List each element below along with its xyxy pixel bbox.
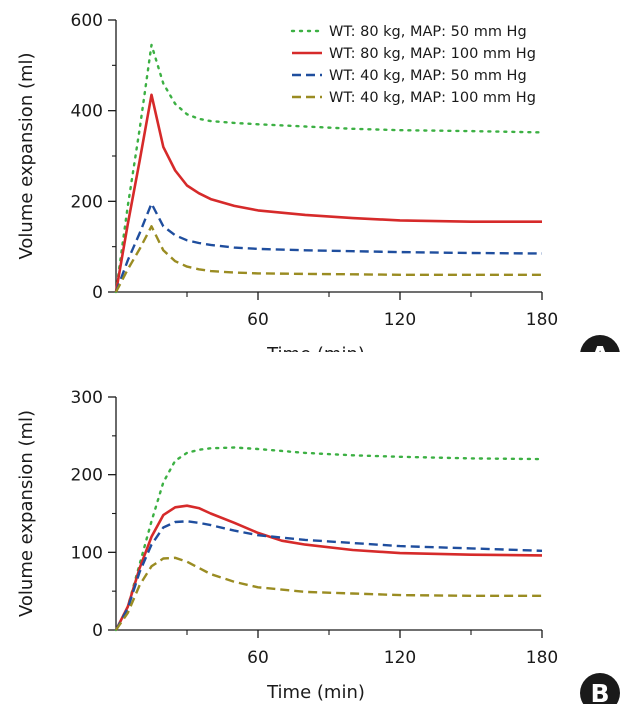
chart-1-x-tick-label: 180 bbox=[526, 648, 558, 668]
chart-1-y-tick-label: 100 bbox=[71, 543, 103, 563]
chart-1-y-tick-label: 200 bbox=[71, 466, 103, 486]
chart-0-x-tick-label: 60 bbox=[247, 310, 269, 330]
chart-1-y-tick-label: 0 bbox=[92, 621, 103, 641]
chart-0-y-tick-label: 400 bbox=[71, 102, 103, 122]
chart-0-legend-entry-2: WT: 40 kg, MAP: 50 mm Hg bbox=[329, 68, 527, 84]
chart-1-series-line-1 bbox=[114, 504, 543, 631]
chart-1-x-tick-label: 120 bbox=[384, 648, 416, 668]
chart-panel-a: 0 200 400 600 60 120 180 Time (min) Volume expan… bbox=[16, 11, 620, 352]
chart-0-legend-entry-0: WT: 80 kg, MAP: 50 mm Hg bbox=[329, 24, 527, 40]
chart-1-panel-label: B bbox=[590, 679, 609, 704]
chart-1-panel-badge bbox=[580, 673, 620, 704]
chart-1-series-line-0 bbox=[114, 446, 544, 632]
chart-1-y-axis-title: Volume expansion (ml) bbox=[16, 410, 37, 617]
chart-0-legend-entry-1: WT: 80 kg, MAP: 100 mm Hg bbox=[329, 46, 536, 62]
chart-0-legend-entry-3: WT: 40 kg, MAP: 100 mm Hg bbox=[329, 90, 536, 106]
chart-0-series-line-0 bbox=[114, 43, 544, 294]
chart-1-x-axis-title: Time (min) bbox=[266, 682, 365, 703]
chart-1-series-line-2 bbox=[114, 520, 543, 631]
chart-1-series-line-3 bbox=[115, 556, 542, 631]
chart-0-panel-label: A bbox=[590, 341, 610, 352]
chart-0-series-line-2 bbox=[114, 202, 543, 293]
chart-0-y-axis-title: Volume expansion (ml) bbox=[16, 52, 37, 259]
chart-0-series-line-3 bbox=[114, 225, 542, 293]
chart-0-series-line-1 bbox=[114, 93, 542, 293]
chart-0-x-tick-label: 180 bbox=[526, 310, 558, 330]
chart-1-y-tick-label: 300 bbox=[71, 388, 103, 408]
chart-0-x-axis-title: Time (min) bbox=[266, 344, 365, 352]
chart-0-y-tick-label: 0 bbox=[92, 283, 103, 303]
chart-0-y-tick-label: 600 bbox=[71, 11, 103, 31]
chart-0-x-tick-label: 120 bbox=[384, 310, 416, 330]
chart-panel-b: 0 100 200 300 60 120 180 Time (min) Volume expan… bbox=[16, 388, 620, 704]
chart-0-y-tick-label: 200 bbox=[71, 192, 103, 212]
chart-1-x-tick-label: 60 bbox=[247, 648, 269, 668]
chart-0-panel-badge bbox=[580, 335, 620, 352]
